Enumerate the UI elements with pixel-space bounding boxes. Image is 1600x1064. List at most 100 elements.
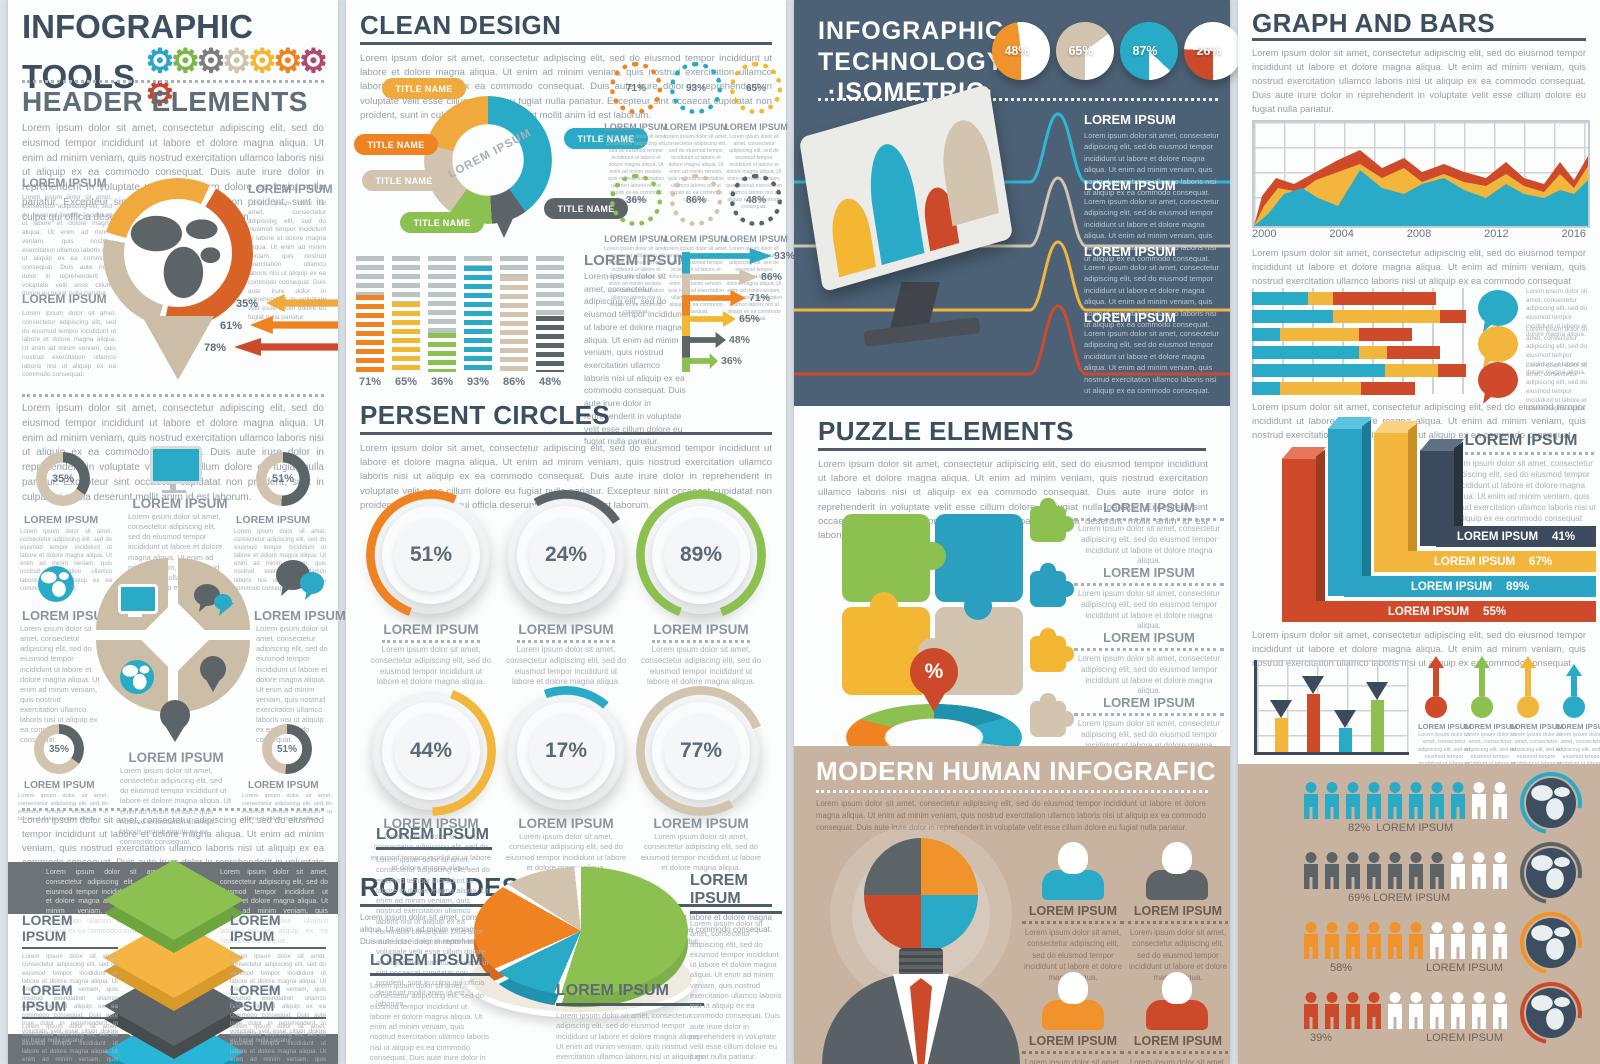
percent-circle-label: LOREM IPSUM bbox=[383, 622, 479, 637]
column-technology: INFOGRAPHIC TECHNOLOGY ·ISOMETRIC· 48% 6… bbox=[794, 0, 1242, 1064]
gear-icon: ⚙ bbox=[196, 41, 226, 79]
pin-meter bbox=[1424, 656, 1464, 718]
title-rule bbox=[818, 448, 1206, 451]
percent-circle: 77% bbox=[636, 686, 766, 816]
people-row bbox=[1302, 852, 1509, 889]
layer-callout: LOREM IPSUM Lorem ipsum dolor sit amet, … bbox=[22, 912, 118, 1044]
globe-icon bbox=[38, 566, 74, 602]
dotted-circle-caption: Lorem ipsum dolor sit amet, consectetur … bbox=[604, 246, 669, 316]
bell-curve-red bbox=[794, 300, 1230, 380]
gear-icon: ⚙ bbox=[298, 41, 329, 79]
donut-label: LOREM IPSUM bbox=[248, 780, 319, 791]
screen-bell-yellow bbox=[827, 193, 876, 278]
ribbon-label: LOREM IPSUM bbox=[1410, 580, 1493, 593]
person-icon bbox=[1302, 992, 1320, 1029]
area-chart-x-axis: 2000 2004 2008 2012 2016 bbox=[1252, 228, 1586, 240]
donut-chart-tail bbox=[492, 212, 516, 238]
pin-arrow-icon bbox=[1428, 656, 1444, 668]
year-tick: 2004 bbox=[1329, 228, 1354, 240]
puzzle-piece-icon bbox=[1030, 693, 1074, 737]
bar3d-yellow bbox=[1374, 432, 1408, 572]
ribbon-value: 55% bbox=[1483, 605, 1507, 618]
person-icon bbox=[1428, 782, 1446, 819]
percent-circle-caption: Lorem ipsum dolor sit amet, consectetur … bbox=[505, 645, 627, 687]
donut-35-value: 35% bbox=[51, 473, 75, 485]
isometric-monitor bbox=[798, 83, 1015, 354]
dotted-divider-white bbox=[816, 790, 1208, 793]
dash-bar-column bbox=[392, 256, 420, 372]
bar3d-red bbox=[1282, 458, 1316, 622]
people-row-label: 82% LOREM IPSUM bbox=[1348, 822, 1454, 834]
map-callout-bottom-left: LOREM IPSUM Lorem ipsum dolor sit amet, … bbox=[22, 292, 116, 379]
gear-icon: ⚙ bbox=[221, 41, 252, 79]
person-icon bbox=[1449, 782, 1467, 819]
speech-bubble-icon bbox=[1478, 362, 1518, 398]
speech-bubble-icon bbox=[214, 594, 232, 610]
monitor-screen bbox=[810, 96, 1002, 279]
band-text-left: Lorem ipsum dolor sit amet, consectetur … bbox=[46, 869, 164, 935]
dotted-divider bbox=[22, 808, 324, 811]
pin-meter-label: LOREM IPSUM bbox=[1464, 722, 1518, 731]
person-icon bbox=[1470, 782, 1488, 819]
person-icon bbox=[1428, 922, 1446, 959]
avatar-icon bbox=[1146, 972, 1208, 1030]
dotted-circle-label: LOREM IPSUM bbox=[604, 122, 668, 132]
monitor-label: LOREM IPSUM bbox=[132, 496, 228, 511]
stacked-bar-row bbox=[1252, 328, 1466, 341]
year-tick: 2000 bbox=[1252, 228, 1277, 240]
dotted-circle-label: LOREM IPSUM bbox=[664, 234, 728, 244]
bars-heading: LOREM IPSUM bbox=[584, 252, 690, 269]
bell-item: LOREM IPSUM Lorem ipsum dolor sit amet, … bbox=[1084, 178, 1220, 263]
speech-bubble-icon bbox=[1478, 326, 1518, 362]
person-icon bbox=[1470, 922, 1488, 959]
people-row-label2: LOREM IPSUM bbox=[1426, 1032, 1504, 1044]
percent-circle-label: LOREM IPSUM bbox=[383, 816, 479, 831]
bar3d-cyan bbox=[1328, 428, 1362, 596]
percent-circle-caption: Lorem ipsum dolor sit amet, consectetur … bbox=[370, 832, 492, 872]
person-icon bbox=[1428, 992, 1446, 1029]
arrow-stem bbox=[682, 252, 690, 372]
dotted-circle bbox=[730, 174, 782, 226]
paragraph: Lorem ipsum dolor sit amet, consectetur … bbox=[1252, 629, 1586, 668]
percent-arrow-value: 86% bbox=[761, 271, 783, 283]
puzzle-section: PUZZLE ELEMENTS Lorem ipsum dolor sit am… bbox=[794, 406, 1230, 771]
dash-bar-value: 65% bbox=[394, 376, 418, 388]
people-row-label: 58% bbox=[1330, 962, 1353, 974]
gear-icon: ⚙ bbox=[170, 41, 201, 79]
dotted-circle bbox=[730, 62, 782, 114]
map-pin-tail bbox=[142, 316, 214, 380]
section-title: CLEAN DESIGN bbox=[360, 10, 562, 40]
donut-35 bbox=[36, 452, 90, 506]
bell-item: LOREM IPSUM Lorem ipsum dolor sit amet, … bbox=[1084, 244, 1220, 329]
puzzle-item: LOREM IPSUM Lorem ipsum dolor sit amet, … bbox=[1074, 565, 1224, 632]
person-icon bbox=[1449, 992, 1467, 1029]
page-title-line1: INFOGRAPHIC bbox=[22, 8, 253, 45]
dotted-divider bbox=[382, 640, 480, 643]
donut-51 bbox=[256, 452, 310, 506]
percent-arrow-icon bbox=[686, 332, 726, 348]
area-chart bbox=[1252, 120, 1590, 228]
percent-circle-value: 44% bbox=[409, 739, 453, 762]
pin-meter bbox=[1562, 664, 1600, 718]
page-title-line2-row: TOOLS ⚙⚙⚙⚙⚙⚙⚙⚙ bbox=[22, 44, 338, 111]
percent-circle: 24% bbox=[501, 490, 631, 620]
bubble-caption: Lorem ipsum dolor sit amet, consectetur … bbox=[1526, 362, 1588, 413]
dotted-circle-value: 93% bbox=[685, 82, 706, 94]
pie-callout: LOREM IPSUM Lorem ipsum dolor sit amet, … bbox=[556, 982, 704, 1064]
person-icon bbox=[1491, 922, 1509, 959]
people-row-label: 69% LOREM IPSUM bbox=[1348, 892, 1451, 904]
year-tick: 2016 bbox=[1561, 228, 1586, 240]
person-icon bbox=[1386, 852, 1404, 889]
person-icon bbox=[1302, 922, 1320, 959]
bars3d-heading: LOREM IPSUM bbox=[1464, 432, 1578, 449]
percent-circle-label: LOREM IPSUM bbox=[653, 816, 749, 831]
dotted-circle-label: LOREM IPSUM bbox=[724, 234, 788, 244]
tech-donut bbox=[1056, 22, 1114, 80]
ribbon-value: 41% bbox=[1552, 530, 1576, 543]
tech-donut bbox=[1184, 22, 1242, 80]
donut-35-value: 35% bbox=[48, 743, 69, 755]
pin-meter bbox=[1470, 656, 1510, 718]
person-icon bbox=[1344, 852, 1362, 889]
person-icon bbox=[1344, 922, 1362, 959]
donut-35 bbox=[34, 724, 84, 774]
